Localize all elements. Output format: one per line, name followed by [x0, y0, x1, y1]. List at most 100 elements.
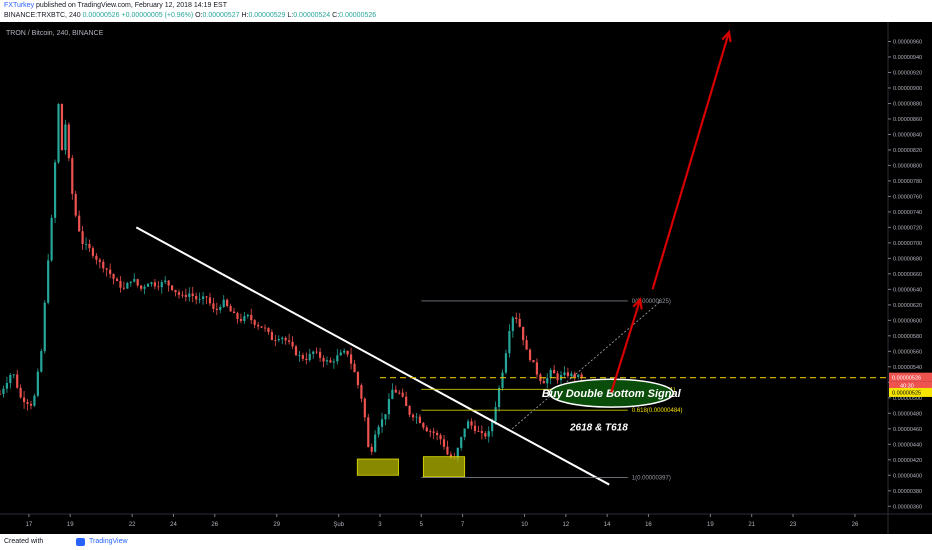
time-tick-label: 24: [170, 522, 177, 528]
candle-body: [229, 305, 232, 312]
candle-body: [91, 248, 95, 256]
candle-body: [98, 259, 101, 262]
chart-canvas[interactable]: 0.00000360 0.00000380 0.00000400 0.00000420…: [0, 22, 932, 534]
candle-body: [205, 296, 208, 298]
price-tick-label: 0.00000860: [893, 117, 922, 123]
candle-body: [549, 369, 552, 379]
time-tick-label: 26: [211, 522, 218, 528]
candle-body: [239, 318, 243, 321]
candle-body: [60, 104, 64, 151]
time-tick-label: 21: [748, 522, 755, 528]
candle-body: [508, 331, 511, 354]
tradingview-logo-icon: [76, 538, 85, 546]
time-axis[interactable]: 17 19 22 24 26 29 Şub 3 5 7 10 12 14 16 19 21 23 26: [0, 513, 932, 528]
candle-body: [315, 351, 318, 353]
candle-body: [188, 293, 191, 297]
signal-text: Buy Double Bottom Signal: [542, 388, 682, 400]
candle-body: [9, 374, 12, 383]
candle-body: [353, 363, 356, 373]
price-tick-label: 0.00000960: [893, 40, 922, 46]
candle-body: [398, 392, 401, 394]
time-tick-label: 19: [707, 522, 714, 528]
price-tick-label: 0.00000380: [893, 489, 922, 495]
candle-body: [360, 385, 363, 399]
candle-body: [312, 351, 315, 354]
candle-body: [122, 287, 126, 289]
candle-body: [174, 290, 177, 293]
candle-body: [580, 374, 583, 378]
candle-body: [84, 243, 88, 245]
candle-body: [491, 421, 494, 432]
candle-body: [298, 355, 301, 356]
price-tick-label: 0.00000920: [893, 71, 922, 77]
candle-body: [301, 355, 304, 359]
candle-body: [243, 316, 246, 321]
candle-body: [236, 313, 239, 319]
candle-body: [29, 403, 33, 406]
price-axis[interactable]: 0.00000360 0.00000380 0.00000400 0.00000420…: [887, 22, 932, 534]
chart-area[interactable]: 0.00000360 0.00000380 0.00000400 0.00000420…: [0, 22, 932, 534]
open-value: 0.00000527: [202, 12, 240, 19]
candle-body: [570, 373, 573, 377]
candle-body: [504, 353, 508, 373]
candle-body: [294, 346, 298, 356]
low-value: 0.00000524: [293, 12, 331, 19]
low-label: L:: [287, 12, 294, 19]
last-price-badge: [889, 372, 932, 382]
price-tick-label: 0.00000740: [893, 210, 922, 216]
fib-level-label: 1(0.00000397): [632, 476, 671, 482]
time-tick-label: Şub: [333, 522, 344, 528]
candle-body: [270, 332, 274, 341]
candle-body: [109, 269, 112, 275]
candle-body: [57, 104, 60, 163]
tradingview-brand[interactable]: TradingView: [89, 538, 128, 545]
candle-body: [436, 432, 439, 436]
price-tick-label: 0.00000560: [893, 350, 922, 356]
candle-body: [47, 260, 50, 303]
candle-body: [102, 261, 105, 269]
candle-body: [26, 402, 29, 404]
candle-body: [432, 431, 435, 433]
candle-body: [535, 362, 539, 375]
chart-title: TRON / Bitcoin, 240, BINANCE: [6, 30, 104, 37]
time-tick-label: 17: [26, 522, 33, 528]
note-text: 2618 & T618: [569, 422, 628, 433]
candle-body: [78, 215, 81, 232]
candle-body: [446, 446, 449, 455]
price-tick-label: 0.00000780: [893, 179, 922, 185]
candle-body: [401, 392, 404, 397]
price-tick-label: 0.00000720: [893, 226, 922, 232]
candle-body: [497, 387, 501, 408]
candle-body: [477, 431, 480, 432]
candle-body: [387, 399, 391, 415]
candle-body: [33, 395, 36, 406]
candle-body: [146, 283, 150, 287]
price-tick-label: 0.00000360: [893, 504, 922, 510]
candle-body: [208, 297, 212, 304]
candle-body: [473, 425, 477, 432]
publish-line: FXTurkey published on TradingView.com, F…: [4, 2, 227, 9]
published-text: published on TradingView.com, February 1…: [36, 2, 227, 9]
candle-body: [22, 397, 26, 403]
candle-body: [167, 280, 170, 286]
candle-body: [81, 231, 84, 244]
time-tick-label: 16: [645, 522, 652, 528]
candle-body: [418, 416, 422, 423]
fib-level-label: 0.618(0.00000484): [632, 408, 683, 414]
target-arrow-upper-shaft: [651, 31, 731, 290]
candle-body: [367, 417, 370, 447]
candle-body: [0, 393, 2, 395]
price-tick-label: 0.00000760: [893, 195, 922, 201]
author-link[interactable]: FXTurkey: [4, 2, 35, 9]
candle-body: [126, 282, 129, 289]
candle-body: [573, 373, 576, 377]
candle-body: [257, 324, 260, 327]
ohlc-line: BINANCE:TRXBTC, 240 0.00000526 +0.000000…: [4, 12, 376, 19]
candle-body: [119, 281, 122, 288]
candle-body: [88, 243, 91, 249]
candle-body: [74, 193, 77, 216]
candle-body: [456, 447, 459, 459]
candle-body: [391, 389, 394, 400]
price-tick-label: 0.00000400: [893, 473, 922, 479]
candle-body: [542, 381, 545, 384]
